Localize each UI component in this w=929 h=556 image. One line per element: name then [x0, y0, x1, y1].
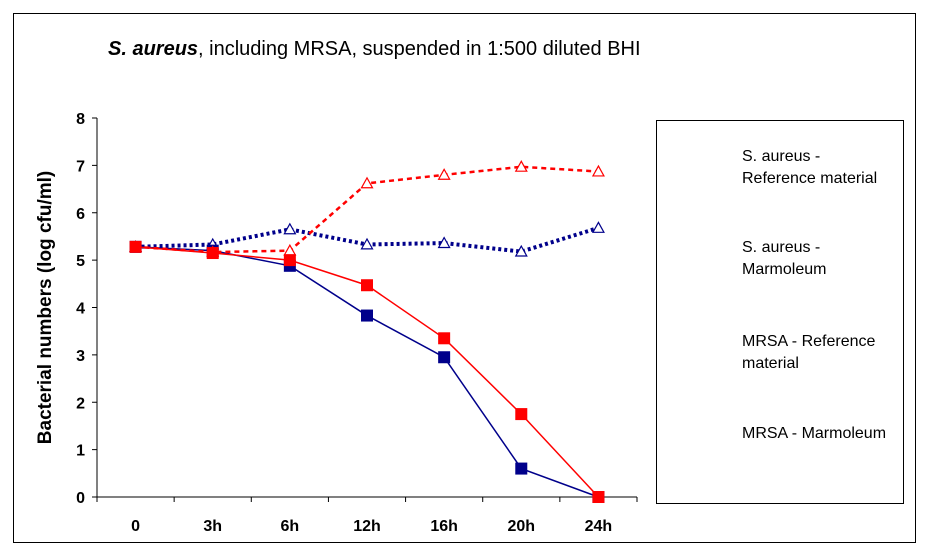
- legend-label: MRSA - Marmoleum: [742, 425, 887, 442]
- data-point: [515, 462, 528, 475]
- data-point: [438, 332, 451, 345]
- chart-title-italic: S. aureus: [108, 38, 199, 60]
- x-tick-label: 0: [131, 518, 140, 535]
- data-point: [361, 279, 373, 292]
- y-tick-label: 8: [76, 111, 85, 128]
- chart-title-rest: , including MRSA, suspended in 1:500 dil…: [198, 38, 641, 60]
- y-tick-label: 0: [76, 490, 85, 507]
- y-tick-label: 6: [76, 206, 85, 223]
- chart-title: S. aureus, including MRSA, suspended in …: [108, 34, 708, 64]
- data-point: [360, 237, 374, 250]
- x-tick-label: 6h: [281, 518, 300, 535]
- legend-label-line2: Marmoleum: [742, 261, 827, 278]
- y-axis-label: Bacterial numbers (log cfu/ml): [35, 171, 56, 444]
- y-tick-label: 1: [76, 443, 85, 460]
- data-point: [283, 222, 297, 235]
- x-tick-label: 20h: [507, 518, 535, 535]
- data-point: [591, 164, 605, 177]
- x-tick-label: 16h: [430, 518, 458, 535]
- data-point: [514, 160, 528, 172]
- x-tick-label: 24h: [585, 518, 613, 535]
- data-point: [437, 236, 451, 249]
- data-point: [438, 351, 451, 364]
- legend-label: S. aureus -: [742, 239, 821, 256]
- y-tick-label: 2: [76, 395, 85, 412]
- chart-frame: [13, 13, 916, 543]
- legend-label: MRSA - Reference: [742, 333, 876, 350]
- data-point: [361, 309, 373, 322]
- x-tick-label: 3h: [203, 518, 222, 535]
- y-tick-label: 7: [76, 158, 85, 175]
- data-point: [129, 240, 142, 253]
- data-point: [206, 247, 219, 260]
- legend: [656, 120, 904, 504]
- data-point: [437, 168, 451, 180]
- data-point: [591, 221, 605, 233]
- legend-label-line2: Reference material: [742, 170, 878, 187]
- legend-label: S. aureus -: [742, 148, 821, 165]
- data-point: [515, 408, 528, 421]
- data-point: [514, 244, 528, 257]
- data-point: [283, 243, 297, 256]
- data-point: [283, 254, 296, 267]
- y-tick-label: 5: [76, 253, 85, 270]
- data-point: [360, 176, 374, 189]
- data-point: [592, 491, 605, 503]
- y-tick-label: 3: [76, 348, 85, 365]
- y-tick-label: 4: [76, 301, 85, 318]
- x-tick-label: 12h: [353, 518, 381, 535]
- legend-label-line2: material: [742, 355, 799, 372]
